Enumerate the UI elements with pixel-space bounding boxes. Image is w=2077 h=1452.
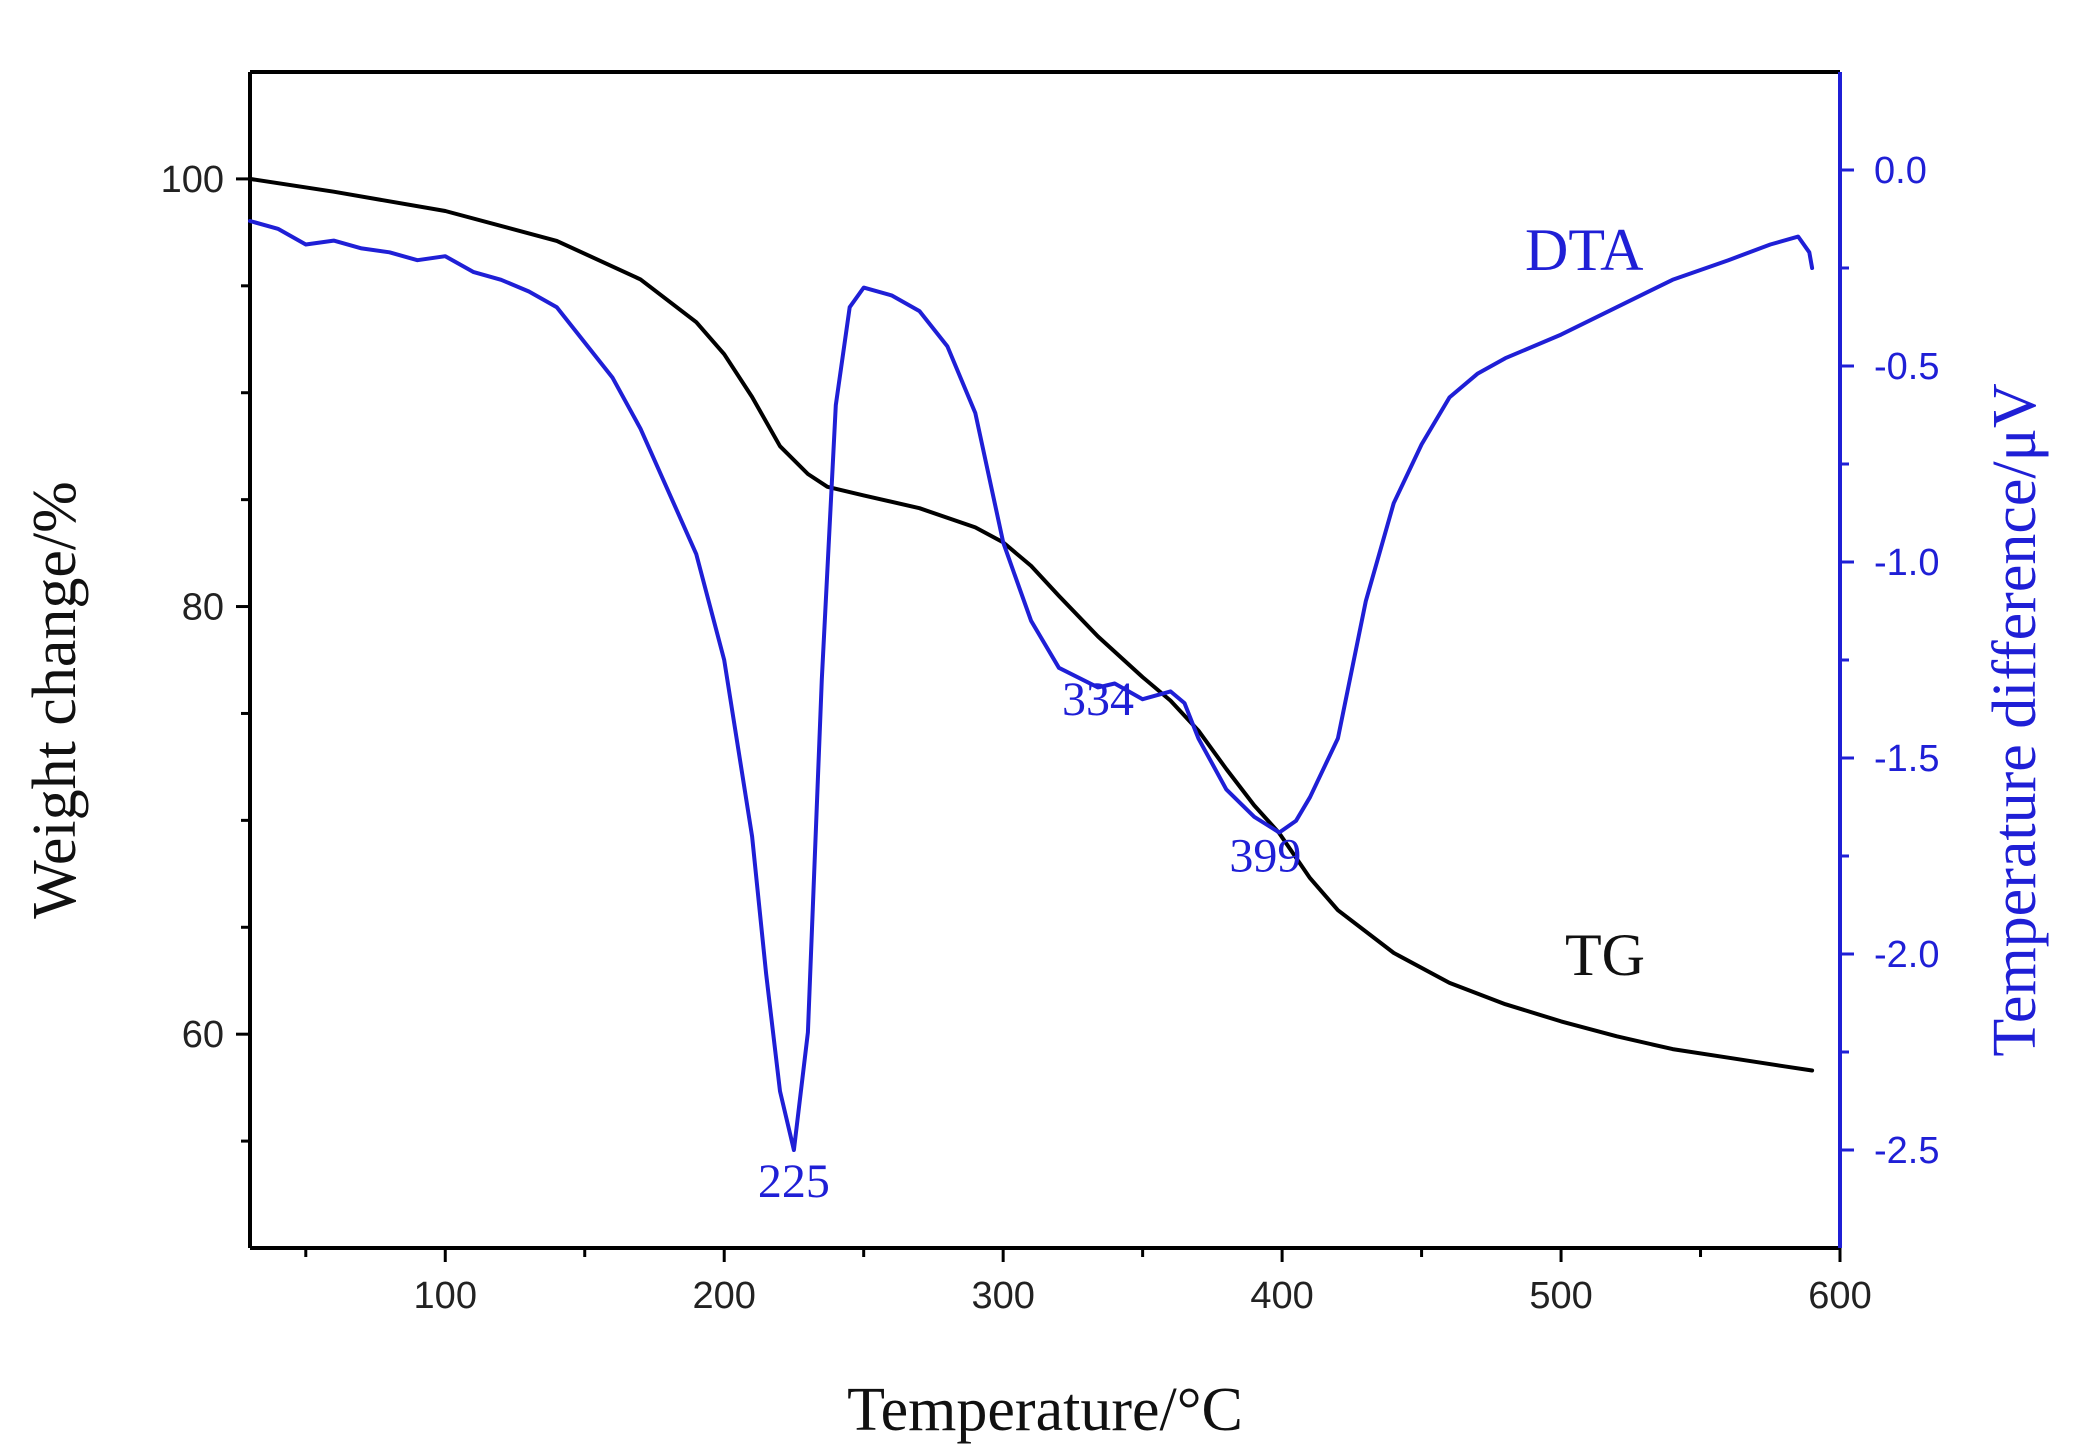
y-right-tick-label: -1.0 [1874,542,1939,584]
y-left-axis-title: Weight change/% [21,481,89,918]
y-right-tick-label: -0.5 [1874,346,1939,388]
x-tick-label: 400 [1250,1275,1313,1317]
dta-series-label: DTA [1525,217,1644,283]
x-tick-label: 600 [1808,1275,1871,1317]
ticks-layer: 100 200 300 400 500 600 100 80 60 0.0 -0.5 -1.0 -1.5… [161,150,1940,1317]
peak-label-334: 334 [1062,673,1134,726]
series-layer [248,176,1815,1152]
x-tick-label: 300 [971,1275,1034,1317]
y-right-tick-label: -1.5 [1874,738,1939,780]
x-axis-title: Temperature/°C [847,1376,1243,1444]
y-right-axis-title: Temperature difference/μV [1981,383,2049,1056]
x-tick-label: 100 [414,1275,477,1317]
y-left-tick-label: 80 [182,587,224,629]
tg-series-label: TG [1565,922,1645,988]
x-tick-label: 200 [693,1275,756,1317]
y-right-tick-label: 0.0 [1874,150,1927,192]
tg-series-line [248,176,1815,1073]
y-left-tick-label: 100 [161,159,224,201]
y-left-tick-label: 60 [182,1014,224,1056]
y-right-tick-label: -2.0 [1874,934,1939,976]
peak-label-225: 225 [758,1155,830,1208]
labels-layer: Temperature/°C Weight change/% Temperatu… [21,217,2049,1444]
x-tick-label: 500 [1529,1275,1592,1317]
y-right-tick-label: -2.5 [1874,1130,1939,1172]
peak-label-399: 399 [1229,830,1301,883]
dta-series-line [248,219,1815,1152]
